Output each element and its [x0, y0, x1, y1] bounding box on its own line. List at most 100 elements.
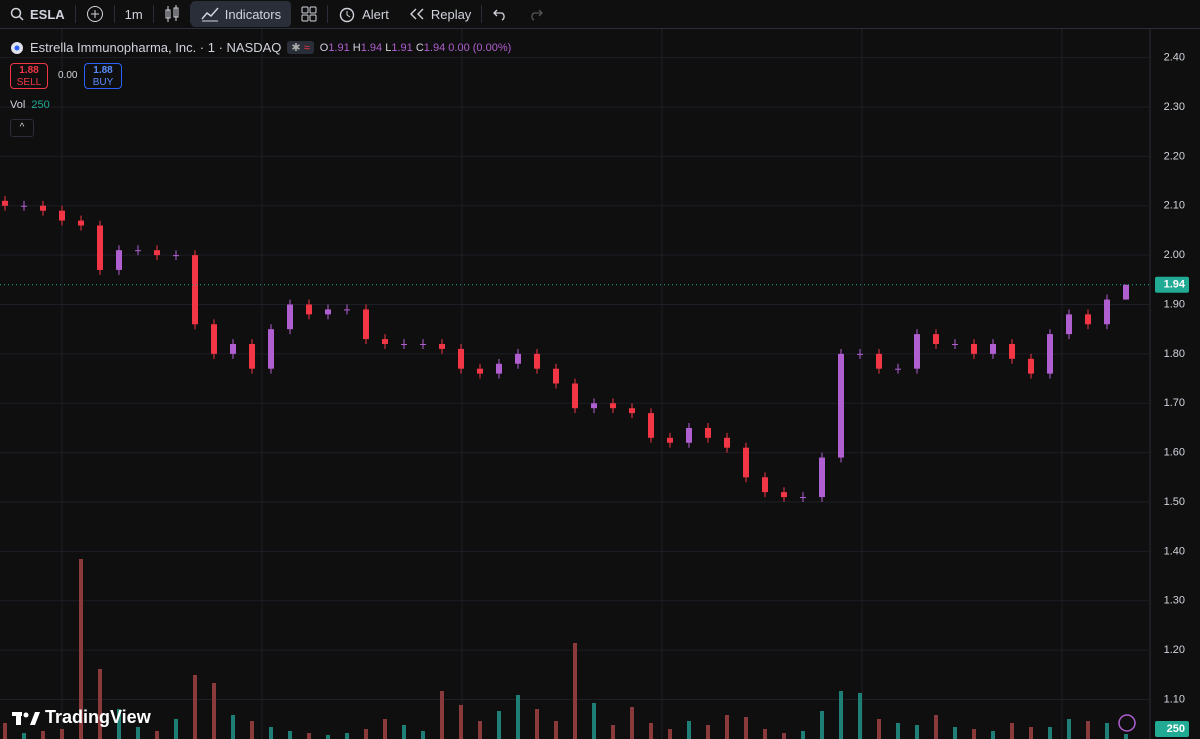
- volume-bar: [535, 709, 539, 739]
- redo-button[interactable]: [518, 0, 554, 28]
- volume-bar: [1067, 719, 1071, 739]
- candle-body: [800, 497, 806, 499]
- volume-bar: [592, 703, 596, 739]
- change-value: 0.00 (0.00%): [448, 41, 512, 54]
- candle-body: [591, 403, 597, 409]
- candle-body: [838, 353, 844, 458]
- candle-body: [268, 329, 274, 369]
- candle-body: [401, 344, 407, 345]
- chart-type[interactable]: [154, 0, 190, 28]
- candle-body: [743, 447, 749, 478]
- ohlc: O1.91 H1.94 L1.91 C1.94 0.00 (0.00%): [320, 42, 512, 54]
- volume-bar: [60, 729, 64, 739]
- y-tick-label: 1.10: [1164, 693, 1185, 705]
- volume-bar: [269, 727, 273, 739]
- candle-body: [705, 427, 711, 438]
- volume-bar: [345, 733, 349, 739]
- volume-bar: [250, 721, 254, 739]
- sell-label: SELL: [16, 77, 42, 88]
- ohlc-label: L: [385, 41, 392, 54]
- separator: [189, 5, 191, 23]
- volume-bar: [79, 559, 83, 739]
- y-tick-label: 1.30: [1164, 595, 1185, 607]
- volume-bar: [459, 705, 463, 739]
- candle-body: [952, 344, 958, 345]
- volume-bar: [41, 731, 45, 739]
- volume-bar: [934, 715, 938, 739]
- replay-button[interactable]: Replay: [399, 0, 481, 28]
- legend-header: Estrella Immunopharma, Inc. · 1 · NASDAQ…: [10, 40, 511, 55]
- volume-bar: [136, 727, 140, 739]
- volume-bar: [174, 719, 178, 739]
- candle-body: [857, 353, 863, 355]
- collapse-button[interactable]: ^: [10, 119, 34, 137]
- low-value: 1.91: [391, 41, 413, 54]
- candle-body: [325, 309, 331, 315]
- volume-bar: [1010, 723, 1014, 739]
- volume-bar: [991, 731, 995, 739]
- candle-body: [249, 344, 255, 369]
- volume-bar: [668, 729, 672, 739]
- volume-bar: [98, 669, 102, 739]
- candle-body: [762, 477, 768, 493]
- indicators-label: Indicators: [224, 6, 282, 22]
- indicators-button[interactable]: Indicators: [190, 1, 292, 27]
- y-tick-label: 1.70: [1164, 397, 1185, 409]
- volume-bar: [497, 711, 501, 739]
- volume-bar: [288, 731, 292, 739]
- separator: [113, 5, 115, 23]
- candle-body: [78, 220, 84, 226]
- alert-icon: [339, 7, 355, 23]
- y-tick-label: 2.30: [1164, 101, 1185, 113]
- volume-bar: [383, 719, 387, 739]
- candle-body: [781, 492, 787, 498]
- candle-body: [534, 353, 540, 369]
- brand: TradingView: [12, 707, 151, 728]
- separator: [74, 5, 76, 23]
- candle-body: [572, 383, 578, 409]
- volume-bar: [421, 731, 425, 739]
- volume-bar: [402, 725, 406, 739]
- y-tick-label: 1.60: [1164, 447, 1185, 459]
- volume-bar: [117, 709, 121, 739]
- ohlc-label: H: [352, 41, 361, 54]
- candle-body: [876, 353, 882, 369]
- volume-bar: [801, 731, 805, 739]
- sell-button[interactable]: 1.88 SELL: [10, 63, 48, 89]
- separator: [152, 5, 154, 23]
- volume-bar: [706, 725, 710, 739]
- last-volume-label: 250: [1167, 723, 1185, 735]
- volume-bar: [1029, 727, 1033, 739]
- candle-body: [477, 368, 483, 374]
- candle-body: [667, 437, 673, 443]
- volume-bar: [649, 723, 653, 739]
- volume-bar: [915, 725, 919, 739]
- candle-body: [914, 334, 920, 369]
- indicators-icon: [201, 7, 219, 22]
- buy-button[interactable]: 1.88 BUY: [84, 63, 122, 89]
- volume-bar: [516, 695, 520, 739]
- interval[interactable]: 1m: [115, 0, 153, 28]
- candle-body: [686, 427, 692, 443]
- symbol-logo: [11, 41, 23, 54]
- candle-body: [496, 363, 502, 374]
- layouts-button[interactable]: [291, 0, 327, 28]
- undo-button[interactable]: [482, 0, 518, 28]
- candle-body: [382, 339, 388, 344]
- candle-body: [458, 348, 464, 369]
- volume-bar: [858, 693, 862, 739]
- alert-button[interactable]: Alert: [328, 0, 399, 28]
- candle-body: [420, 344, 426, 345]
- volume-pane: [3, 559, 1128, 739]
- candle-body: [1028, 358, 1034, 374]
- volume-bar: [972, 729, 976, 739]
- volume-bar: [22, 733, 26, 739]
- candle-body: [971, 344, 977, 354]
- candle-body: [724, 437, 730, 448]
- replay-icon: [409, 8, 424, 20]
- y-tick-label: 2.20: [1164, 150, 1185, 162]
- sell-price: 1.88: [19, 65, 39, 76]
- symbol-search[interactable]: ESLA: [0, 0, 75, 28]
- add-symbol[interactable]: [76, 0, 114, 28]
- candle-body: [648, 413, 654, 438]
